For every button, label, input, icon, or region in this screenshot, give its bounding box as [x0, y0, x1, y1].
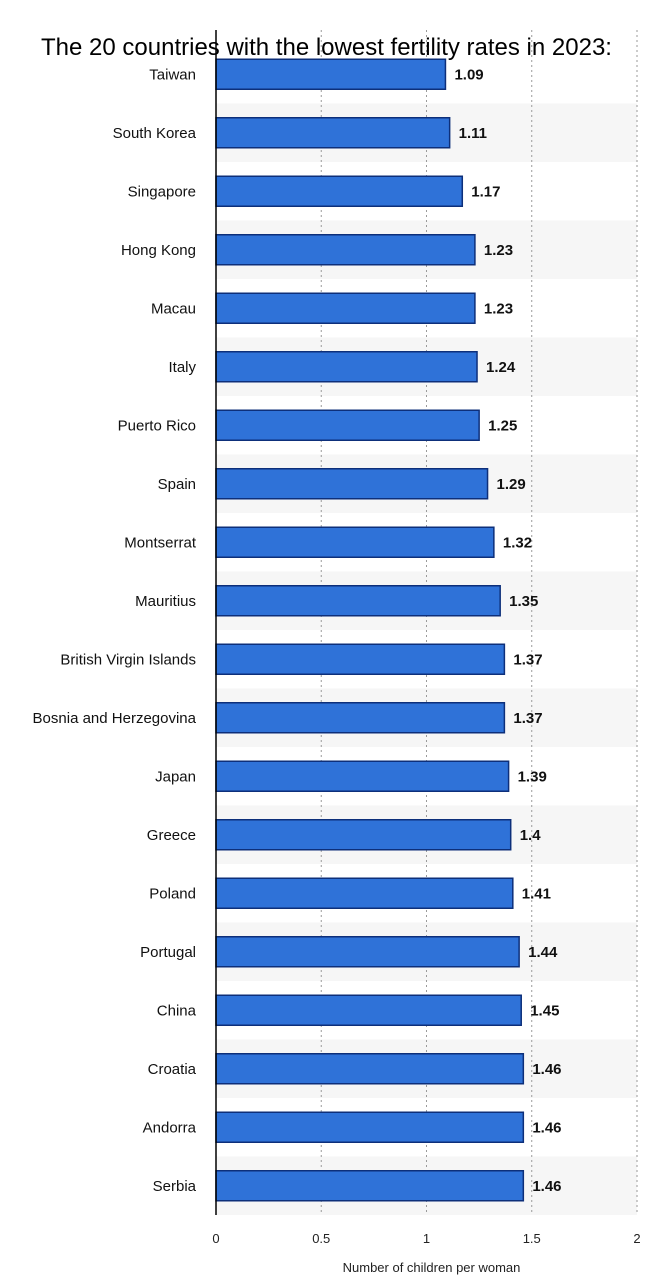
category-label: Serbia	[153, 1178, 197, 1195]
category-label: British Virgin Islands	[60, 651, 196, 668]
bar	[215, 994, 522, 1026]
category-label: Portugal	[140, 944, 196, 961]
x-tick-label: 1.5	[523, 1231, 541, 1246]
value-label: 1.32	[503, 534, 532, 551]
category-label: Macau	[151, 300, 196, 317]
category-label: Hong Kong	[121, 242, 196, 259]
value-label: 1.23	[484, 300, 513, 317]
category-label: Singapore	[128, 183, 196, 200]
value-label: 1.37	[513, 651, 542, 668]
bar	[215, 585, 501, 617]
bar	[215, 292, 476, 324]
bar	[215, 175, 464, 207]
category-label: Spain	[158, 476, 196, 493]
category-label: Bosnia and Herzegovina	[33, 710, 197, 727]
value-label: 1.41	[522, 885, 551, 902]
bar	[215, 468, 489, 500]
value-label: 1.46	[532, 1178, 561, 1195]
category-label: Montserrat	[124, 534, 197, 551]
value-label: 1.46	[532, 1119, 561, 1136]
bar	[215, 1111, 525, 1143]
bar	[215, 351, 478, 383]
bar	[215, 760, 510, 792]
chart-title: The 20 countries with the lowest fertili…	[41, 34, 612, 61]
value-label: 1.29	[497, 476, 526, 493]
x-tick-label: 0	[212, 1231, 219, 1246]
bar	[215, 58, 447, 90]
value-label: 1.09	[454, 66, 483, 83]
category-label: Taiwan	[149, 66, 196, 83]
category-label: Italy	[168, 359, 196, 376]
value-label: 1.4	[520, 827, 542, 844]
bar	[215, 1053, 525, 1085]
value-label: 1.25	[488, 417, 517, 434]
category-label: Mauritius	[135, 593, 196, 610]
category-label: Puerto Rico	[118, 417, 196, 434]
bar	[215, 1170, 525, 1202]
category-label: Andorra	[143, 1119, 197, 1136]
bar	[215, 409, 480, 441]
value-label: 1.44	[528, 944, 558, 961]
value-label: 1.39	[518, 768, 547, 785]
bar	[215, 936, 520, 968]
bar	[215, 234, 476, 266]
bar	[215, 526, 495, 558]
value-label: 1.11	[459, 125, 487, 142]
x-tick-label: 1	[423, 1231, 430, 1246]
bar	[215, 877, 514, 909]
x-tick-label: 0.5	[312, 1231, 330, 1246]
category-label: Poland	[149, 885, 196, 902]
value-label: 1.45	[530, 1002, 559, 1019]
x-tick-label: 2	[633, 1231, 640, 1246]
bar	[215, 702, 506, 734]
category-label: Japan	[155, 768, 196, 785]
value-label: 1.23	[484, 242, 513, 259]
category-label: China	[157, 1002, 197, 1019]
value-label: 1.35	[509, 593, 538, 610]
value-label: 1.24	[486, 359, 516, 376]
bar	[215, 643, 506, 675]
value-label: 1.46	[532, 1061, 561, 1078]
bar	[215, 819, 512, 851]
category-label: South Korea	[113, 125, 197, 142]
value-label: 1.17	[471, 183, 500, 200]
category-label: Greece	[147, 827, 196, 844]
bar	[215, 117, 451, 149]
value-label: 1.37	[513, 710, 542, 727]
x-axis-title: Number of children per woman	[343, 1260, 521, 1275]
category-label: Croatia	[148, 1061, 197, 1078]
